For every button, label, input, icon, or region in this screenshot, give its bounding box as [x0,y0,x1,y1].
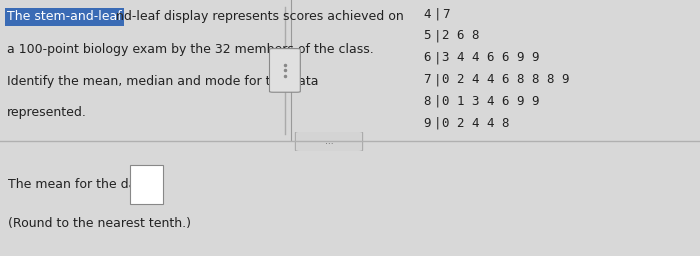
Text: Identify the mean, median and mode for the data: Identify the mean, median and mode for t… [7,75,318,88]
Text: ...: ... [325,137,333,146]
FancyBboxPatch shape [270,49,300,92]
Text: 7: 7 [423,73,430,86]
Text: The mean for the data is: The mean for the data is [8,178,163,191]
Text: nd-leaf display represents scores achieved on: nd-leaf display represents scores achiev… [116,10,403,23]
FancyBboxPatch shape [130,165,163,204]
Text: 0 2 4 4 6 8 8 8 9: 0 2 4 4 6 8 8 8 9 [442,73,570,86]
Text: 6: 6 [423,51,430,64]
Text: represented.: represented. [7,106,87,119]
Text: 0 1 3 4 6 9 9: 0 1 3 4 6 9 9 [442,95,540,108]
Text: 2 6 8: 2 6 8 [442,29,480,42]
Text: |: | [434,95,441,108]
Text: |: | [434,29,441,42]
Text: The stem-and-leaf: The stem-and-leaf [7,10,122,23]
Text: |: | [434,73,441,86]
Text: 9: 9 [423,117,430,130]
Text: 5: 5 [423,29,430,42]
Text: 0 2 4 4 8: 0 2 4 4 8 [442,117,510,130]
Text: 4: 4 [423,8,430,20]
Text: |: | [434,117,441,130]
FancyBboxPatch shape [295,131,363,152]
Text: 7: 7 [442,8,450,20]
Text: 8: 8 [423,95,430,108]
Text: |: | [434,51,441,64]
Text: |: | [434,8,441,20]
Text: 3 4 4 6 6 9 9: 3 4 4 6 6 9 9 [442,51,540,64]
Text: (Round to the nearest tenth.): (Round to the nearest tenth.) [8,217,191,230]
Text: a 100-point biology exam by the 32 members of the class.: a 100-point biology exam by the 32 membe… [7,43,374,56]
